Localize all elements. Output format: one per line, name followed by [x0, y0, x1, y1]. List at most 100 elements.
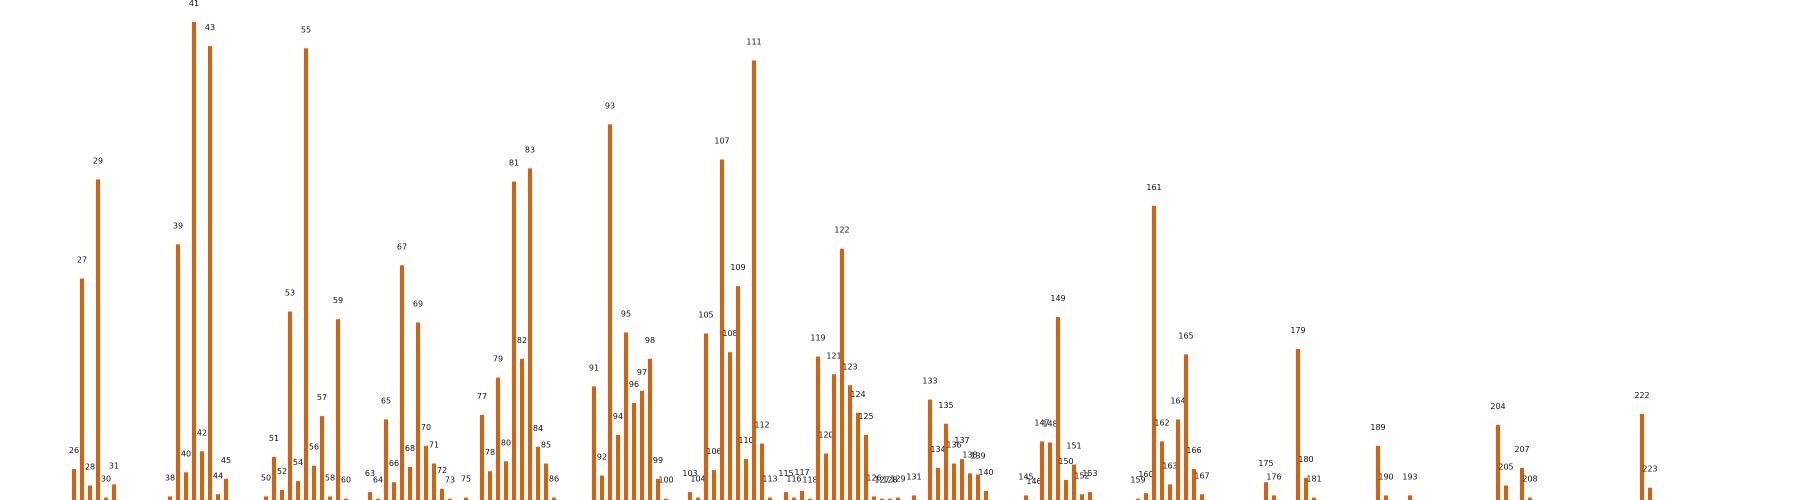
- bar-95: [624, 332, 628, 500]
- bar-145: [1024, 495, 1028, 500]
- bar-label-105: 105: [698, 311, 713, 320]
- bar-label-54: 54: [293, 458, 303, 467]
- bar-label-113: 113: [762, 475, 777, 484]
- bar-label-122: 122: [834, 226, 849, 235]
- bar-label-38: 38: [165, 474, 175, 483]
- bar-label-153: 153: [1082, 469, 1097, 478]
- bar-label-159: 159: [1130, 476, 1145, 485]
- bar-label-146: 146: [1026, 477, 1041, 486]
- bar-204: [1496, 424, 1500, 500]
- bar-label-50: 50: [261, 474, 271, 483]
- bar-180: [1304, 477, 1308, 500]
- bar-159: [1136, 498, 1140, 500]
- bar-label-124: 124: [850, 390, 865, 399]
- bar-64: [376, 498, 380, 500]
- bar-51: [272, 456, 276, 500]
- bar-label-43: 43: [205, 23, 215, 32]
- bar-label-181: 181: [1306, 475, 1321, 484]
- bar-137: [960, 459, 964, 500]
- bar-label-45: 45: [221, 456, 231, 465]
- bar-label-161: 161: [1146, 183, 1161, 192]
- bar-57: [320, 416, 324, 500]
- bar-63: [368, 492, 372, 500]
- bar-label-123: 123: [842, 362, 857, 371]
- bar-label-52: 52: [277, 467, 287, 476]
- bar-31: [112, 484, 116, 500]
- bar-208: [1528, 497, 1532, 500]
- bar-53: [288, 311, 292, 500]
- bar-93: [608, 124, 612, 500]
- bar-label-103: 103: [682, 469, 697, 478]
- bar-96: [632, 402, 636, 500]
- bar-42: [200, 451, 204, 500]
- bar-label-204: 204: [1490, 402, 1505, 411]
- bar-55: [304, 48, 308, 500]
- bar-113: [768, 497, 772, 500]
- bar-label-57: 57: [317, 393, 327, 402]
- bar-label-27: 27: [77, 256, 87, 265]
- bar-38: [168, 496, 172, 500]
- bar-label-180: 180: [1298, 455, 1313, 464]
- bar-138: [968, 473, 972, 500]
- bar-179: [1296, 348, 1300, 500]
- bar-label-127: 127: [874, 476, 889, 485]
- bar-label-28: 28: [85, 463, 95, 472]
- bar-91: [592, 386, 596, 500]
- bar-label-223: 223: [1642, 465, 1657, 474]
- bar-118: [808, 498, 812, 500]
- bar-52: [280, 489, 284, 500]
- bar-140: [984, 491, 988, 500]
- bar-label-139: 139: [970, 452, 985, 461]
- bar-50: [264, 496, 268, 500]
- bar-label-207: 207: [1514, 445, 1529, 454]
- bar-label-189: 189: [1370, 423, 1385, 432]
- bar-116: [792, 497, 796, 500]
- bar-label-99: 99: [653, 456, 663, 465]
- bar-77: [480, 415, 484, 500]
- bar-147: [1040, 441, 1044, 500]
- bar-148: [1048, 442, 1052, 500]
- bar-label-71: 71: [429, 441, 439, 450]
- bar-189: [1376, 445, 1380, 500]
- bar-58: [328, 496, 332, 500]
- bar-label-63: 63: [365, 469, 375, 478]
- bar-label-56: 56: [309, 443, 319, 452]
- bar-150: [1064, 480, 1068, 500]
- bar-label-26: 26: [69, 446, 79, 455]
- bar-69: [416, 322, 420, 500]
- bar-label-126: 126: [866, 474, 881, 483]
- bar-label-162: 162: [1154, 418, 1169, 427]
- bar-122: [840, 248, 844, 500]
- bar-label-131: 131: [906, 472, 921, 481]
- bar-81: [512, 181, 516, 500]
- bar-153: [1088, 492, 1092, 500]
- bar-72: [440, 488, 444, 500]
- bar-label-42: 42: [197, 428, 207, 437]
- bar-30: [104, 497, 108, 500]
- bar-label-106: 106: [706, 447, 721, 456]
- bar-129: [896, 497, 900, 500]
- bar-label-80: 80: [501, 438, 511, 447]
- bar-label-119: 119: [810, 334, 825, 343]
- bar-label-97: 97: [637, 368, 647, 377]
- bar-label-137: 137: [954, 436, 969, 445]
- bar-label-135: 135: [938, 401, 953, 410]
- bar-98: [648, 358, 652, 500]
- bar-label-51: 51: [269, 434, 279, 443]
- bar-160: [1144, 493, 1148, 500]
- bar-label-120: 120: [818, 431, 833, 440]
- bar-label-160: 160: [1138, 470, 1153, 479]
- bar-label-107: 107: [714, 137, 729, 146]
- bar-112: [760, 443, 764, 500]
- bar-54: [296, 481, 300, 500]
- bar-label-58: 58: [325, 474, 335, 483]
- bar-label-73: 73: [445, 476, 455, 485]
- bar-78: [488, 471, 492, 500]
- bar-label-31: 31: [109, 461, 119, 470]
- bar-39: [176, 244, 180, 500]
- bar-164: [1176, 419, 1180, 500]
- bar-label-85: 85: [541, 441, 551, 450]
- bar-label-138: 138: [962, 450, 977, 459]
- bar-label-59: 59: [333, 296, 343, 305]
